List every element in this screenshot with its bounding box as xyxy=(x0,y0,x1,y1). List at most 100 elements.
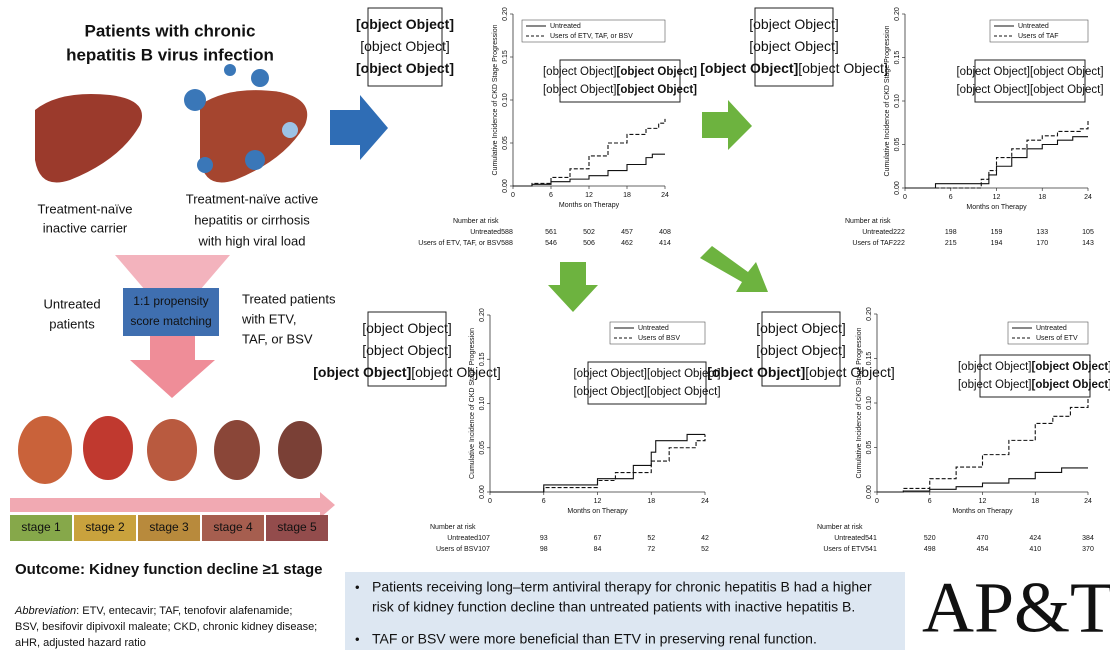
risk-value: 457 xyxy=(621,229,633,236)
risk-row-label: Untreated xyxy=(862,229,893,236)
liver-label: with high viral load xyxy=(198,233,306,248)
risk-title: Number at risk xyxy=(845,218,891,225)
risk-row-label: Users of TAF xyxy=(852,240,893,247)
risk-value: 546 xyxy=(545,240,557,247)
abbreviation-text: : ETV, entecavir; TAF, tenofovir alafena… xyxy=(76,605,292,617)
text-segment: [object Object] xyxy=(749,38,839,54)
risk-title: Number at risk xyxy=(430,524,476,531)
risk-value: 454 xyxy=(977,546,989,553)
text-segment: [object Object] xyxy=(543,84,617,96)
y-tick-label: 0.10 xyxy=(866,396,873,410)
stats-line: [object Object][object Object] xyxy=(958,379,1110,391)
km-curve xyxy=(877,468,1088,492)
legend-label: Untreated xyxy=(550,23,581,30)
y-tick-label: 0.10 xyxy=(502,93,509,107)
stage-label: stage 2 xyxy=(85,520,125,534)
text-segment: [object Object] xyxy=(956,84,1030,96)
risk-value: 384 xyxy=(1082,535,1094,542)
conclusion: Patients receiving long–term antiviral t… xyxy=(372,579,872,595)
legend-label: Untreated xyxy=(1018,23,1049,30)
x-tick-label: 18 xyxy=(647,498,655,505)
risk-value: 159 xyxy=(991,229,1003,236)
y-tick-label: 0.15 xyxy=(479,352,486,366)
risk-value: 408 xyxy=(659,229,671,236)
risk-title: Number at risk xyxy=(817,524,863,531)
risk-value: 170 xyxy=(1036,240,1048,247)
stage-label: stage 3 xyxy=(149,520,189,534)
x-tick-label: 18 xyxy=(1031,498,1039,505)
x-tick-label: 24 xyxy=(1084,498,1092,505)
liver-label: Treatment-naïve active xyxy=(186,191,318,206)
risk-row-label: Users of BSV xyxy=(436,546,478,553)
km-curve xyxy=(905,120,1088,188)
km-curve xyxy=(877,399,1088,492)
risk-row-label: Untreated xyxy=(834,535,865,542)
y-tick-label: 0.15 xyxy=(502,50,509,64)
x-tick-label: 12 xyxy=(993,194,1001,201)
risk-row-label: Untreated xyxy=(447,535,478,542)
text-segment: [object Object] xyxy=(573,386,647,398)
x-axis-label: Months on Therapy xyxy=(966,204,1027,211)
group-label: Treated patients xyxy=(242,291,336,306)
text-segment: [object Object] xyxy=(798,60,888,76)
legend-label: Users of BSV xyxy=(638,335,680,342)
text-segment: [object Object] xyxy=(573,368,647,380)
risk-value: 107 xyxy=(478,546,490,553)
y-tick-label: 0.05 xyxy=(479,441,486,455)
risk-value: 588 xyxy=(501,229,513,236)
x-tick-label: 0 xyxy=(903,194,907,201)
x-axis-label: Months on Therapy xyxy=(567,508,628,515)
legend-label: Users of ETV xyxy=(1036,335,1078,342)
x-tick-label: 18 xyxy=(1038,194,1046,201)
text-segment: [object Object] xyxy=(356,16,454,32)
x-tick-label: 0 xyxy=(488,498,492,505)
risk-value: 470 xyxy=(977,535,989,542)
graphical-abstract: Patients with chronichepatitis B virus i… xyxy=(0,0,1110,653)
x-tick-label: 6 xyxy=(542,498,546,505)
title: hepatitis B virus infection xyxy=(66,45,274,64)
x-tick-label: 0 xyxy=(875,498,879,505)
text-segment: [object Object] xyxy=(543,66,617,78)
risk-value: 370 xyxy=(1082,546,1094,553)
liver-label: hepatitis or cirrhosis xyxy=(194,212,310,227)
text-segment: [object Object] xyxy=(362,320,452,336)
risk-value: 107 xyxy=(478,535,490,542)
risk-value: 133 xyxy=(1036,229,1048,236)
risk-value: 424 xyxy=(1029,535,1041,542)
y-tick-label: 0.05 xyxy=(866,441,873,455)
text-segment: [object Object] xyxy=(1030,66,1104,78)
y-tick-label: 0.05 xyxy=(502,136,509,150)
text-segment: [object Object] xyxy=(356,60,454,76)
x-tick-label: 6 xyxy=(949,194,953,201)
risk-value: 52 xyxy=(647,535,655,542)
heading: [object Object] xyxy=(360,38,450,54)
x-tick-label: 24 xyxy=(701,498,709,505)
risk-value: 42 xyxy=(701,535,709,542)
risk-value: 541 xyxy=(865,546,877,553)
legend-label: Untreated xyxy=(1036,325,1067,332)
y-tick-label: 0.05 xyxy=(894,138,901,152)
legend-label: Users of ETV, TAF, or BSV xyxy=(550,33,633,40)
stage-label: stage 1 xyxy=(21,520,61,534)
text-segment: [object Object] xyxy=(749,16,839,32)
y-tick-label: 0.10 xyxy=(479,397,486,411)
heading: [object Object] xyxy=(356,60,454,76)
bullet: • xyxy=(355,631,360,646)
y-tick-label: 0.20 xyxy=(502,7,509,21)
heading: [object Object] xyxy=(756,342,846,358)
legend-label: Untreated xyxy=(638,325,669,332)
risk-value: 520 xyxy=(924,535,936,542)
abbreviation: aHR, adjusted hazard ratio xyxy=(15,637,146,649)
risk-row-label: Untreated xyxy=(470,229,501,236)
risk-value: 194 xyxy=(991,240,1003,247)
heading: [object Object] xyxy=(362,342,452,358)
text-segment: [object Object] xyxy=(707,364,805,380)
legend-label: Users of TAF xyxy=(1018,33,1059,40)
text-segment: [object Object] xyxy=(756,320,846,336)
risk-value: 215 xyxy=(945,240,957,247)
x-tick-label: 12 xyxy=(594,498,602,505)
stats-line: [object Object][object Object] xyxy=(958,361,1110,373)
y-tick-label: 0.20 xyxy=(479,308,486,322)
text-segment: [object Object] xyxy=(958,361,1032,373)
abbreviation: Abbreviation: ETV, entecavir; TAF, tenof… xyxy=(14,605,292,617)
